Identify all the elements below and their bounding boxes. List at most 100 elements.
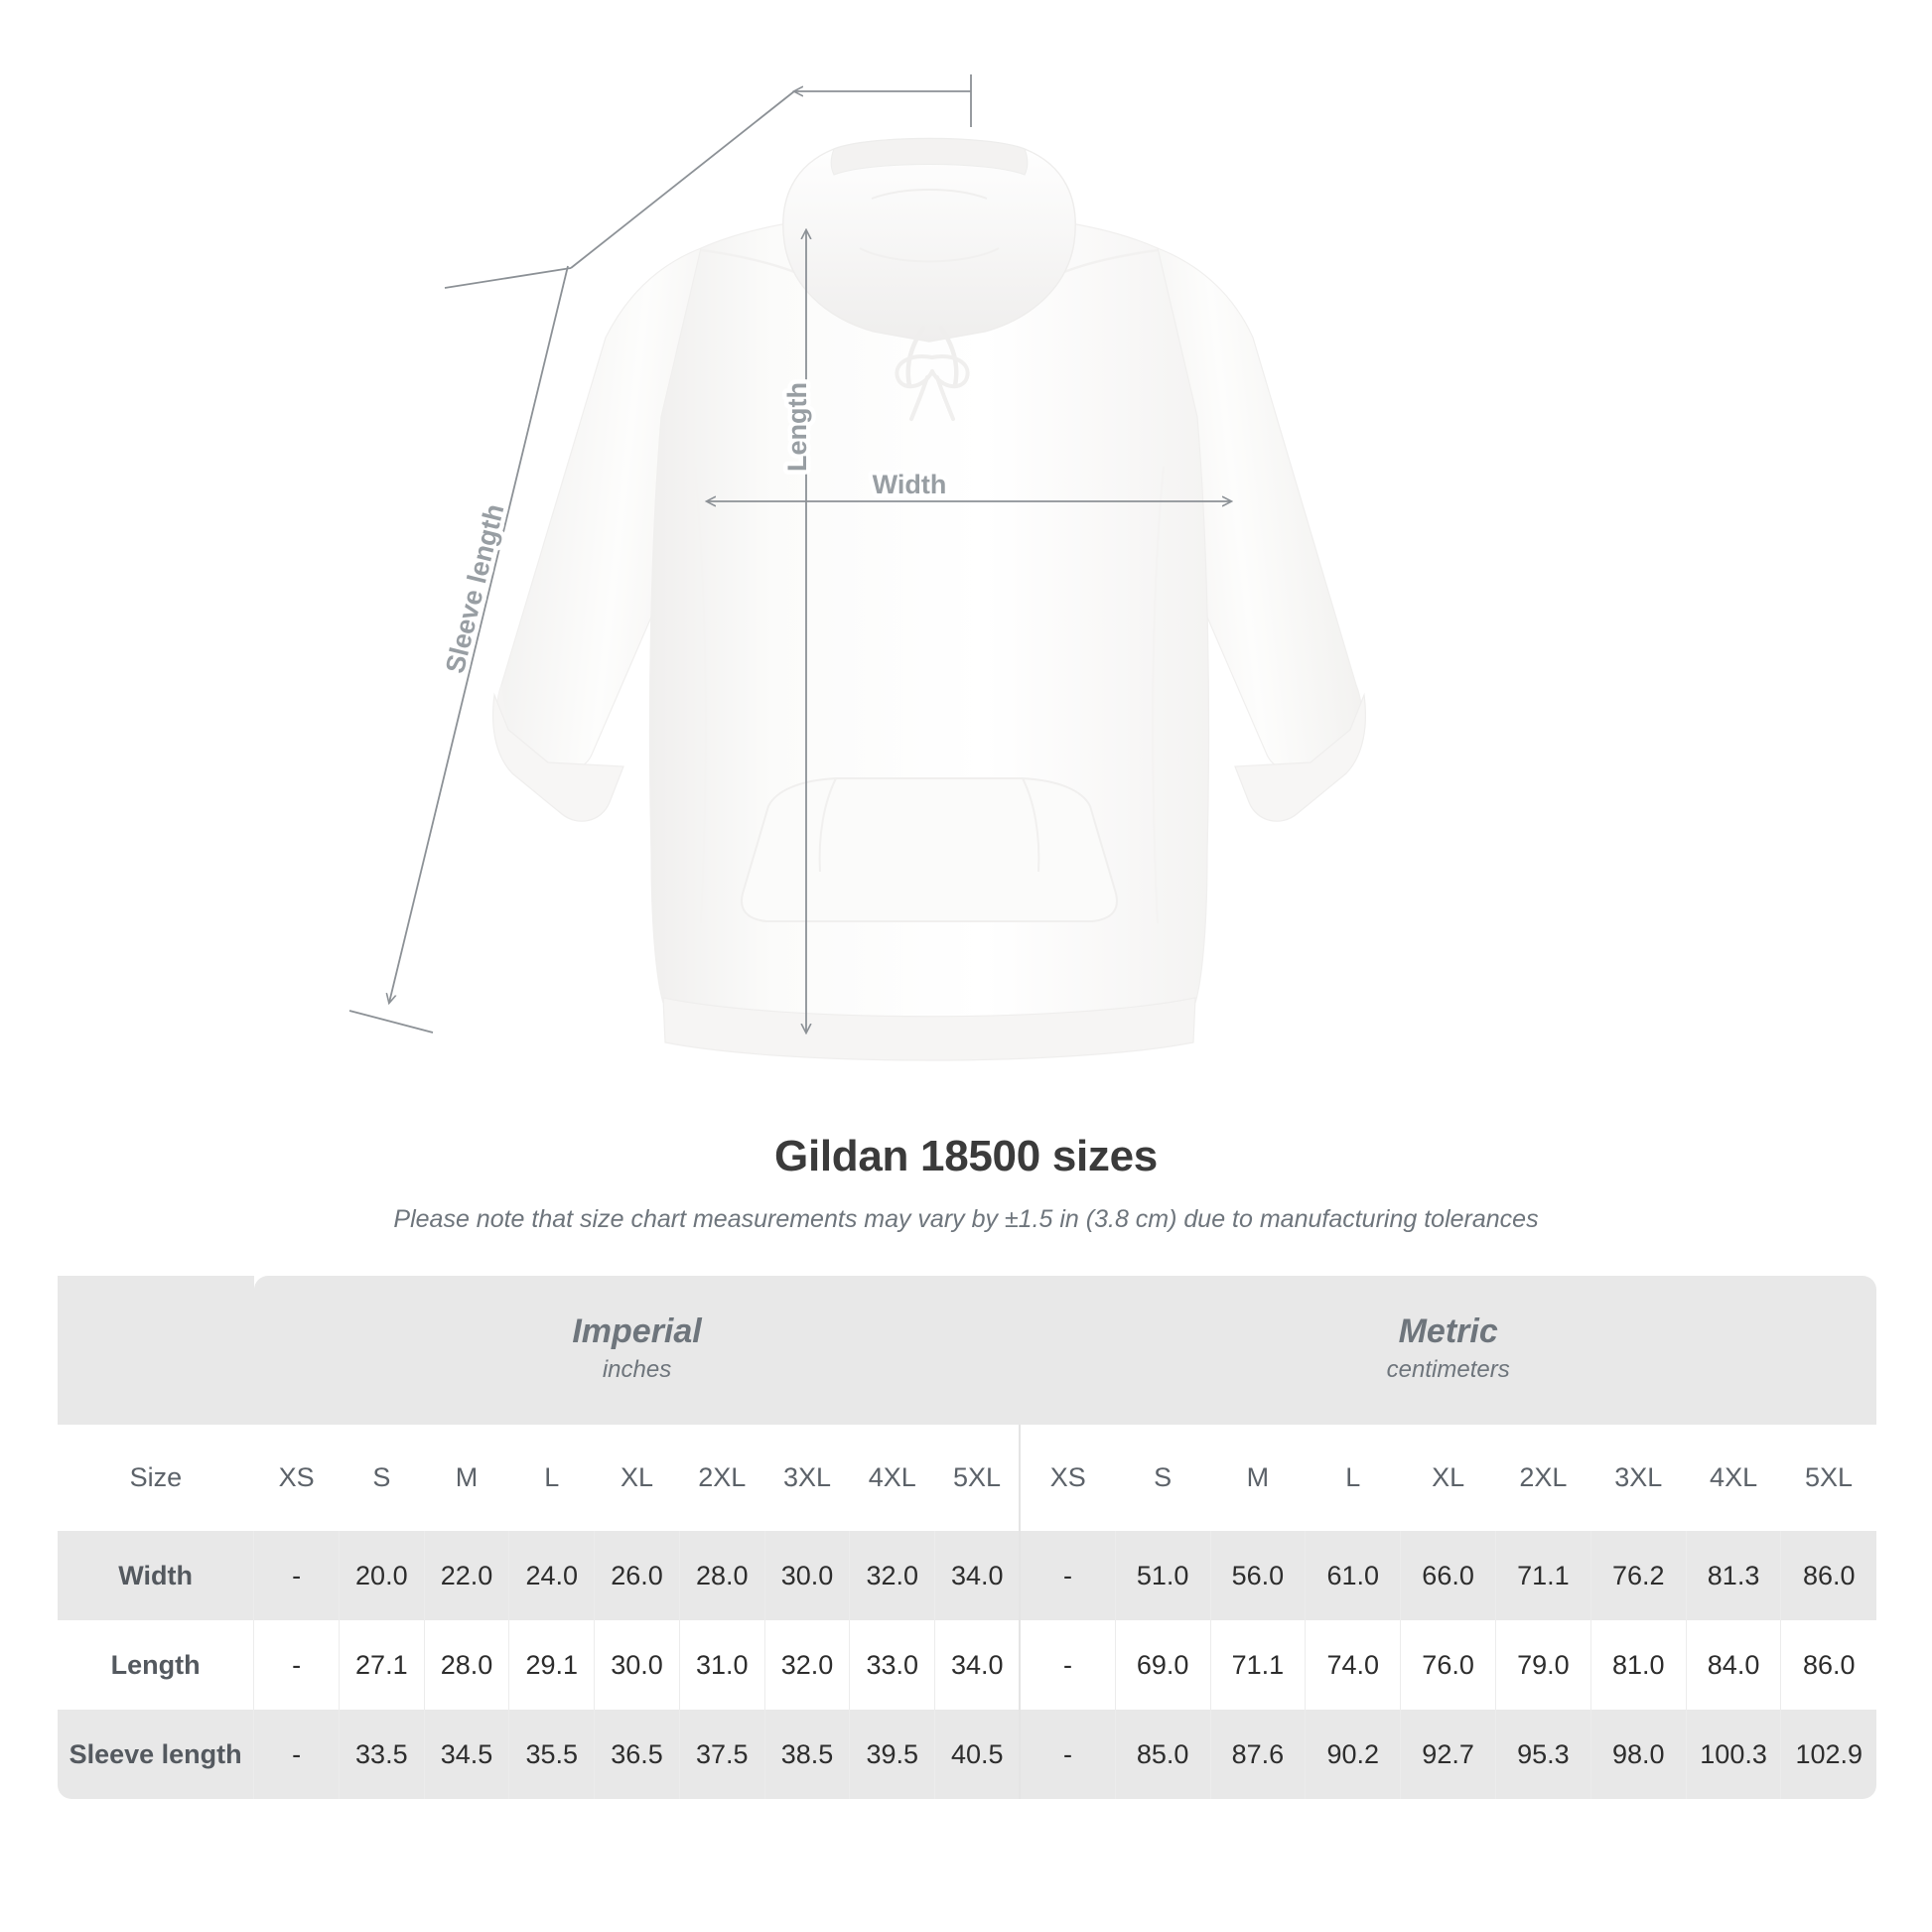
cell-sleeve-imperial-5xl: 40.5: [934, 1710, 1021, 1799]
col-header-imperial-xs: XS: [253, 1425, 340, 1531]
col-header-metric-l: L: [1305, 1425, 1401, 1531]
cell-sleeve-metric-4xl: 100.3: [1685, 1710, 1781, 1799]
size-label-cell: Size: [58, 1425, 254, 1531]
cell-width-imperial-m: 22.0: [423, 1531, 509, 1620]
cell-sleeve-imperial-l: 35.5: [508, 1710, 595, 1799]
cell-length-imperial-5xl: 34.0: [934, 1620, 1021, 1710]
col-header-imperial-m: M: [424, 1425, 509, 1531]
size-table: Imperial inches Metric centimeters Size …: [58, 1276, 1876, 1799]
col-header-metric-xl: XL: [1400, 1425, 1496, 1531]
left-cuff: [492, 692, 624, 822]
drawstring-bow: [895, 354, 970, 421]
hood-leader-line: [444, 74, 972, 289]
cell-length-metric-m: 71.1: [1209, 1620, 1306, 1710]
metric-unit-name: Metric: [1398, 1312, 1498, 1351]
front-pocket: [741, 777, 1118, 922]
right-cuff: [1234, 692, 1366, 822]
col-header-imperial-5xl: 5XL: [934, 1425, 1021, 1531]
cell-width-metric-xs: -: [1019, 1531, 1116, 1620]
hood-drawstrings: [905, 325, 959, 388]
col-header-metric-m: M: [1210, 1425, 1306, 1531]
col-header-metric-xs: XS: [1019, 1425, 1116, 1531]
cell-width-imperial-5xl: 34.0: [934, 1531, 1021, 1620]
cell-length-metric-l: 74.0: [1305, 1620, 1401, 1710]
cell-length-metric-3xl: 81.0: [1589, 1620, 1687, 1710]
cell-sleeve-metric-xl: 92.7: [1400, 1710, 1496, 1799]
cell-length-imperial-s: 27.1: [338, 1620, 425, 1710]
size-table-container: Imperial inches Metric centimeters Size …: [58, 1276, 1876, 1799]
cell-sleeve-metric-s: 85.0: [1114, 1710, 1211, 1799]
cell-length-imperial-l: 29.1: [508, 1620, 595, 1710]
width-label: Width: [873, 470, 947, 499]
page-title: Gildan 18500 sizes: [774, 1132, 1158, 1180]
cell-width-imperial-l: 24.0: [508, 1531, 595, 1620]
cell-length-metric-5xl: 86.0: [1780, 1620, 1876, 1710]
size-header-row: Size XS S M L XL 2XL 3XL 4XL 5XL XS S M …: [58, 1425, 1876, 1531]
cell-length-imperial-xs: -: [253, 1620, 340, 1710]
cell-length-metric-xs: -: [1019, 1620, 1116, 1710]
cell-length-metric-4xl: 84.0: [1685, 1620, 1781, 1710]
cell-width-metric-3xl: 76.2: [1589, 1531, 1687, 1620]
cell-width-metric-4xl: 81.3: [1685, 1531, 1781, 1620]
table-row: Sleeve length - 33.5 34.5 35.5 36.5 37.5…: [58, 1710, 1876, 1799]
cell-width-metric-xl: 66.0: [1400, 1531, 1496, 1620]
col-header-metric-2xl: 2XL: [1495, 1425, 1591, 1531]
cell-length-imperial-m: 28.0: [423, 1620, 509, 1710]
cell-length-metric-s: 69.0: [1114, 1620, 1211, 1710]
col-header-imperial-3xl: 3XL: [764, 1425, 850, 1531]
measurement-guides: [348, 74, 1231, 1034]
cell-width-metric-5xl: 86.0: [1780, 1531, 1876, 1620]
cell-width-imperial-s: 20.0: [338, 1531, 425, 1620]
sleeve-endpoint-tick: [348, 1010, 434, 1034]
table-row: Width - 20.0 22.0 24.0 26.0 28.0 30.0 32…: [58, 1531, 1876, 1620]
cell-sleeve-metric-3xl: 98.0: [1589, 1710, 1687, 1799]
cell-sleeve-imperial-s: 33.5: [338, 1710, 425, 1799]
cell-width-imperial-xs: -: [253, 1531, 340, 1620]
hoodie-illustration: [492, 137, 1366, 1061]
unit-spacer-cell: [58, 1276, 254, 1425]
length-label: Length: [782, 382, 812, 472]
cell-sleeve-imperial-xs: -: [253, 1710, 340, 1799]
cell-sleeve-imperial-2xl: 37.5: [678, 1710, 765, 1799]
row-label-sleeve-length: Sleeve length: [58, 1710, 254, 1799]
col-header-imperial-4xl: 4XL: [849, 1425, 935, 1531]
cell-sleeve-imperial-xl: 36.5: [594, 1710, 680, 1799]
col-header-metric-s: S: [1115, 1425, 1211, 1531]
sleeve-length-label: Sleeve length: [440, 501, 509, 676]
imperial-unit-sub: inches: [602, 1355, 672, 1383]
cell-sleeve-imperial-m: 34.5: [423, 1710, 509, 1799]
metric-unit-sub: centimeters: [1386, 1355, 1510, 1383]
row-label-length: Length: [58, 1620, 254, 1710]
cell-sleeve-metric-2xl: 95.3: [1495, 1710, 1591, 1799]
page-subtitle: Please note that size chart measurements…: [393, 1205, 1539, 1233]
cell-length-imperial-4xl: 33.0: [849, 1620, 935, 1710]
cell-width-imperial-4xl: 32.0: [849, 1531, 935, 1620]
col-header-imperial-xl: XL: [594, 1425, 680, 1531]
imperial-unit-name: Imperial: [572, 1312, 702, 1351]
cell-length-metric-2xl: 79.0: [1495, 1620, 1591, 1710]
cell-sleeve-metric-5xl: 102.9: [1780, 1710, 1876, 1799]
cell-sleeve-metric-xs: -: [1019, 1710, 1116, 1799]
cell-sleeve-imperial-4xl: 39.5: [849, 1710, 935, 1799]
row-label-width: Width: [58, 1531, 254, 1620]
cell-sleeve-imperial-3xl: 38.5: [763, 1710, 850, 1799]
col-header-metric-3xl: 3XL: [1590, 1425, 1687, 1531]
cell-sleeve-metric-l: 90.2: [1305, 1710, 1401, 1799]
col-header-imperial-l: L: [508, 1425, 595, 1531]
cell-length-imperial-xl: 30.0: [594, 1620, 680, 1710]
unit-header-row: Imperial inches Metric centimeters: [58, 1276, 1876, 1425]
cell-width-metric-2xl: 71.1: [1495, 1531, 1591, 1620]
table-row: Length - 27.1 28.0 29.1 30.0 31.0 32.0 3…: [58, 1620, 1876, 1710]
metric-header-cell: Metric centimeters: [1020, 1276, 1876, 1425]
cell-width-imperial-2xl: 28.0: [678, 1531, 765, 1620]
cell-length-metric-xl: 76.0: [1400, 1620, 1496, 1710]
cell-width-imperial-xl: 26.0: [594, 1531, 680, 1620]
col-header-metric-5xl: 5XL: [1780, 1425, 1876, 1531]
col-header-metric-4xl: 4XL: [1686, 1425, 1781, 1531]
hoodie-measurement-diagram: Length Width Sleeve length: [348, 74, 1366, 1061]
sleeve-length-measure-arrow: [389, 265, 569, 1003]
cell-length-imperial-3xl: 32.0: [763, 1620, 850, 1710]
cell-width-metric-s: 51.0: [1114, 1531, 1211, 1620]
bottom-hem: [662, 997, 1196, 1061]
